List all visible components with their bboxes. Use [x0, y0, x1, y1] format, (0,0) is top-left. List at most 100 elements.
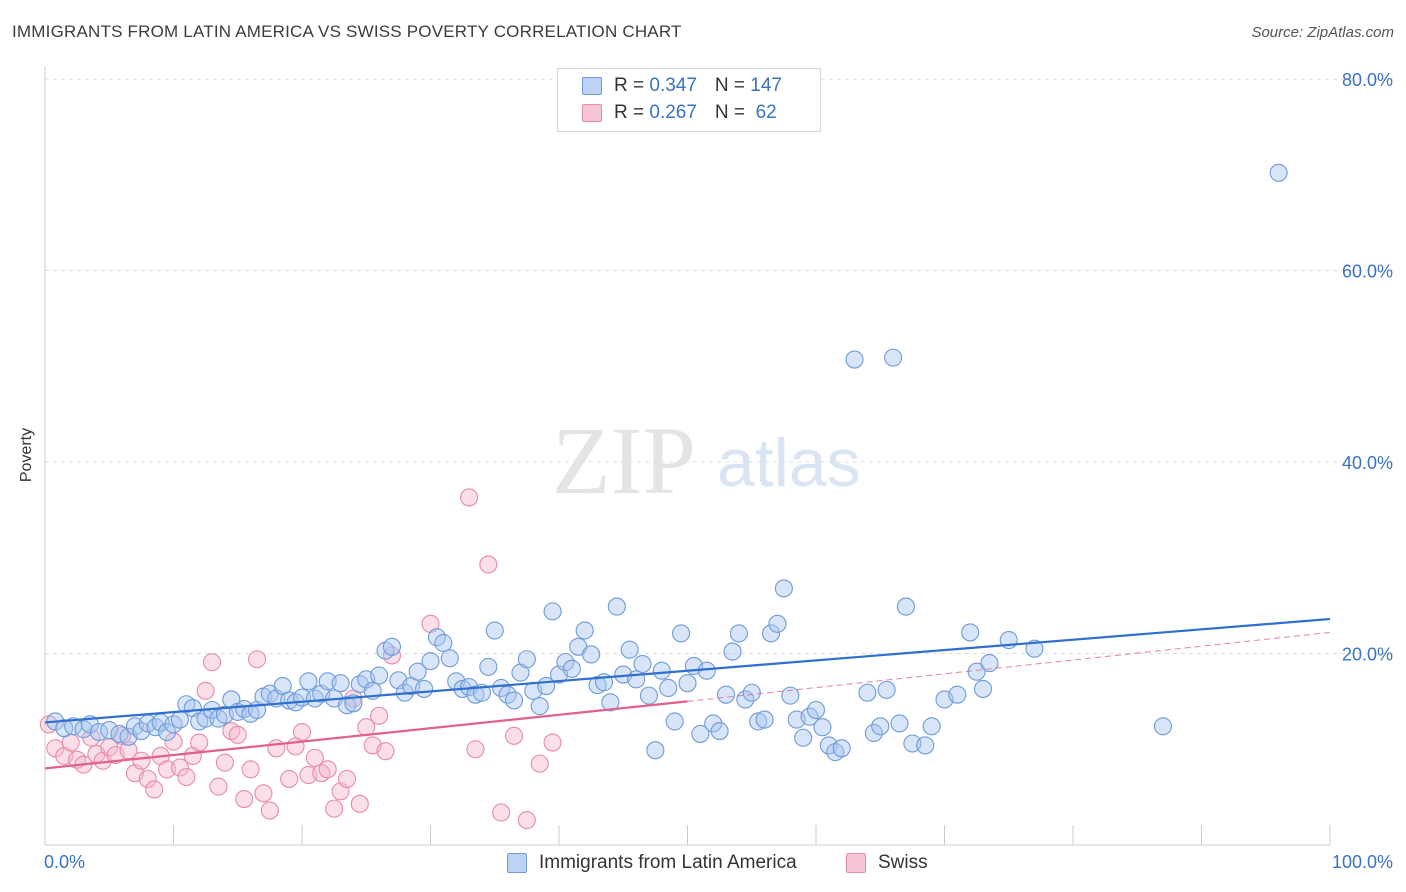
axes [44, 66, 1331, 846]
data-point-swiss [280, 769, 299, 788]
data-point-latin-america [755, 710, 774, 729]
data-point-swiss [350, 794, 369, 813]
data-point-latin-america [434, 633, 453, 653]
data-point-latin-america [877, 680, 896, 699]
data-point-swiss [466, 740, 485, 759]
data-point-latin-america [896, 597, 916, 616]
r-label: R = [614, 75, 650, 96]
data-point-latin-america [774, 579, 793, 598]
data-point-swiss [177, 767, 196, 787]
data-point-latin-america [620, 640, 639, 659]
data-point-latin-america [370, 666, 389, 685]
data-point-swiss [138, 769, 157, 788]
data-point-latin-america [665, 712, 684, 731]
data-point-latin-america [710, 722, 729, 741]
data-point-latin-america [543, 602, 562, 621]
data-point-latin-america [916, 736, 935, 755]
data-point-latin-america [672, 624, 691, 643]
legend-swatch-pink [846, 853, 866, 873]
data-point-latin-america [479, 657, 498, 676]
data-point-latin-america [633, 654, 652, 674]
series-latin-america [46, 163, 1288, 762]
data-point-swiss [254, 784, 273, 803]
data-point-latin-america [781, 686, 800, 705]
data-point-latin-america [716, 685, 736, 704]
data-point-swiss [492, 803, 511, 822]
data-point-latin-america [884, 348, 903, 367]
data-point-latin-america [556, 653, 575, 672]
data-point-latin-america [794, 728, 813, 747]
series-swiss [39, 488, 562, 830]
trendline-latin-america [44, 617, 1331, 724]
n-label: N = [714, 75, 751, 96]
trendline-swiss-extension [687, 631, 1331, 702]
series-legend: Immigrants from Latin America Swiss [0, 852, 1406, 878]
y-tick-label: 40.0% [1342, 453, 1393, 473]
data-point-latin-america [768, 614, 787, 633]
data-point-latin-america [100, 721, 119, 740]
legend-swatch-blue [582, 77, 602, 95]
data-point-swiss [267, 739, 286, 758]
legend-item-latin-america[interactable]: Immigrants from Latin America [507, 852, 797, 874]
data-point-latin-america [659, 678, 678, 698]
data-point-swiss [260, 801, 279, 820]
data-point-latin-america [890, 714, 909, 733]
data-point-latin-america [421, 652, 440, 671]
data-point-latin-america [864, 723, 883, 743]
data-point-swiss [479, 555, 498, 574]
y-tick-label: 80.0% [1342, 70, 1393, 90]
data-point-swiss [145, 780, 164, 799]
data-point-swiss [543, 733, 562, 752]
data-point-latin-america [761, 624, 781, 643]
data-point-latin-america [530, 697, 549, 716]
data-point-latin-america [331, 674, 350, 693]
watermark-atlas: atlas [717, 425, 861, 501]
data-point-swiss [209, 777, 228, 796]
data-point-swiss [203, 653, 222, 672]
data-point-swiss [318, 760, 337, 779]
data-point-latin-america [517, 650, 536, 669]
r-label: R = [614, 102, 650, 123]
data-point-latin-america [1269, 163, 1288, 182]
r-value: 0.347 [649, 75, 697, 96]
data-point-swiss [190, 733, 209, 752]
data-point-swiss [228, 725, 247, 744]
watermark: ZIP atlas [552, 407, 861, 514]
data-point-swiss [337, 769, 357, 788]
data-point-swiss [292, 722, 312, 742]
data-point-swiss [504, 726, 524, 745]
data-point-latin-america [652, 661, 671, 680]
data-point-latin-america [466, 685, 485, 704]
x-tick-label-min: 0.0% [44, 852, 86, 872]
data-point-latin-america [749, 712, 768, 731]
stats-legend: R = 0.347 N = 147 R = 0.267 N = 62 [557, 68, 821, 132]
data-point-latin-america [337, 696, 357, 715]
data-point-latin-america [485, 621, 504, 640]
data-point-latin-america [146, 718, 165, 737]
data-point-swiss [530, 754, 549, 773]
legend-item-swiss[interactable]: Swiss [846, 852, 928, 874]
y-tick-label: 60.0% [1342, 262, 1393, 282]
r-value: 0.267 [649, 102, 697, 123]
data-point-swiss [325, 799, 344, 818]
gridlines [45, 78, 1395, 654]
data-point-latin-america [582, 645, 601, 664]
trendline-swiss [44, 700, 688, 770]
data-point-latin-america [723, 642, 742, 661]
data-point-latin-america [871, 717, 890, 736]
data-point-latin-america [601, 693, 620, 712]
data-point-latin-america [806, 700, 826, 720]
chart-title: IMMIGRANTS FROM LATIN AMERICA VS SWISS P… [12, 22, 682, 41]
data-point-latin-america [961, 623, 980, 642]
data-point-latin-america [704, 714, 723, 733]
data-point-latin-america [492, 678, 511, 698]
watermark-zip: ZIP [552, 407, 696, 514]
data-point-swiss [215, 753, 234, 772]
data-point-latin-america [382, 637, 402, 656]
stats-row-latin-america: R = 0.347 N = 147 [582, 74, 782, 98]
data-point-latin-america [504, 691, 524, 710]
data-point-swiss [241, 760, 260, 779]
n-label: N = [714, 102, 751, 123]
data-point-latin-america [922, 717, 941, 736]
